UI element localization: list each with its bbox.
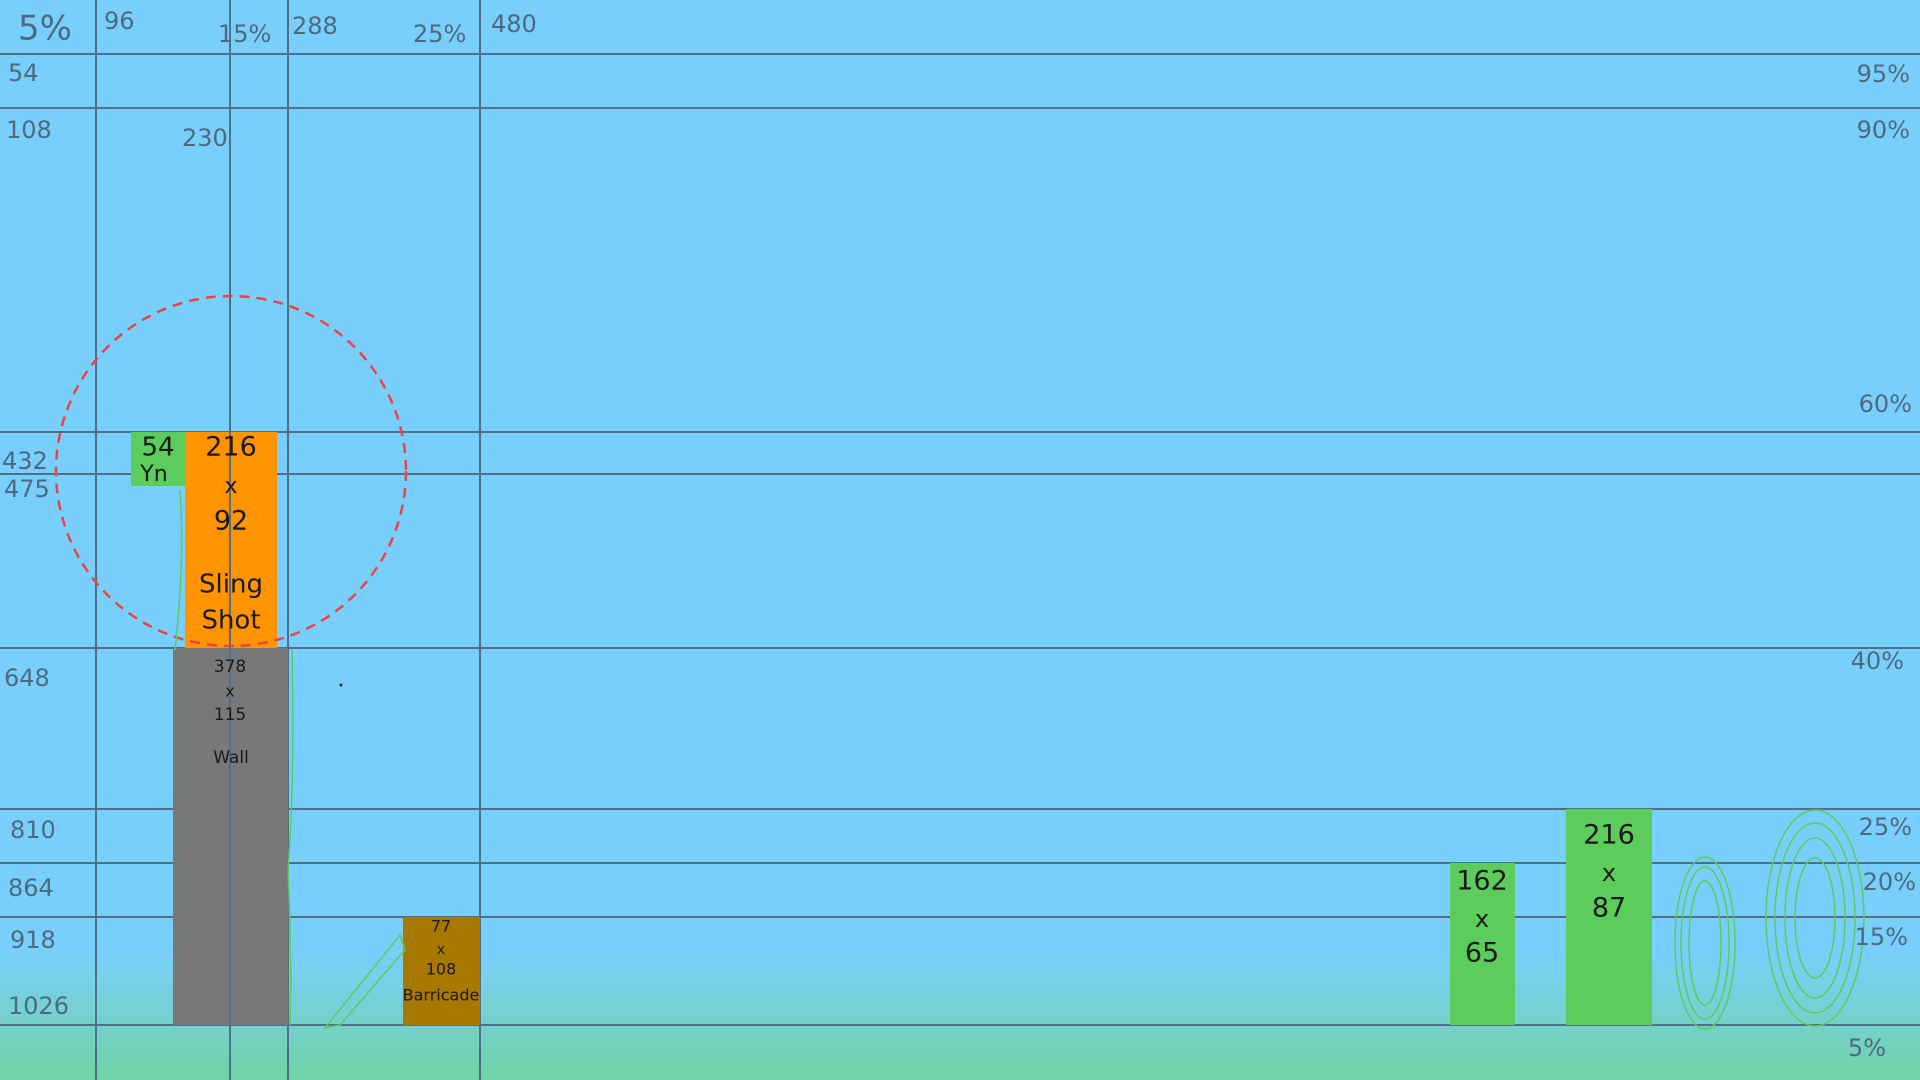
right-label: 15% [1855, 923, 1908, 951]
top-label: 15% [218, 20, 271, 48]
right-label: 25% [1859, 813, 1912, 841]
sketch-stroke [287, 649, 294, 1026]
left-label: 1026 [8, 992, 69, 1020]
right-label: 60% [1859, 390, 1912, 418]
box-label: 54 [141, 433, 174, 463]
left-label: 648 [4, 664, 50, 692]
box-label: x [437, 942, 445, 958]
box-label: 216 [1583, 820, 1635, 851]
right-label: 5% [1848, 1034, 1886, 1062]
left-label: 54 [8, 59, 39, 87]
sketch-stroke [323, 933, 406, 1030]
box-label: 77 [431, 917, 451, 936]
box-label: Shot [201, 606, 260, 636]
left-label: 810 [10, 816, 56, 844]
box-label: 162 [1456, 866, 1508, 897]
box-label: 216 [205, 432, 257, 463]
box-label: x [224, 474, 237, 499]
right-label: 90% [1857, 116, 1910, 144]
box-label: 92 [214, 506, 248, 537]
sketch-stroke [174, 489, 183, 651]
box-label: 65 [1465, 938, 1499, 969]
box-label: x [1475, 905, 1489, 933]
aim-range [54, 294, 408, 648]
box-label: Wall [213, 748, 249, 768]
left-label: 432 [2, 447, 48, 475]
top-label: 480 [491, 10, 537, 38]
top-label: 5% [18, 9, 72, 49]
left-label: 108 [6, 116, 52, 144]
right-label: 40% [1851, 647, 1904, 675]
bush [1566, 809, 1652, 1025]
box-label: x [225, 682, 234, 701]
top-label: 96 [104, 7, 135, 35]
left-label: 864 [8, 874, 54, 902]
left-label: 475 [4, 475, 50, 503]
sketch-scribble [1794, 857, 1836, 979]
ninja [131, 432, 185, 486]
sketch-marks [174, 489, 1865, 1030]
sketch-scribble [1680, 866, 1730, 1020]
box-label: Barricade [403, 986, 480, 1005]
top-label: 288 [292, 12, 338, 40]
sketch-scribble [1784, 837, 1846, 999]
box-label: 378 [214, 657, 246, 677]
box-label: x [1602, 859, 1616, 887]
dot [339, 683, 343, 687]
right-label: 20% [1863, 868, 1916, 896]
box-label: 108 [426, 960, 457, 979]
sketch-scribble [1674, 856, 1736, 1030]
barricade [403, 917, 480, 1025]
box-label: Sling [199, 570, 263, 600]
box-label: 115 [214, 705, 246, 725]
right-label: 95% [1857, 60, 1910, 88]
left-label: 918 [10, 926, 56, 954]
sketch-scribble [1765, 809, 1865, 1027]
sketch-scribble [1774, 822, 1856, 1014]
sketch-scribble [1688, 880, 1722, 1006]
box-label: Yn [139, 462, 167, 487]
left-label: 230 [182, 124, 228, 152]
top-label: 25% [413, 20, 466, 48]
bush [1450, 863, 1515, 1025]
box-label: 87 [1592, 893, 1626, 924]
